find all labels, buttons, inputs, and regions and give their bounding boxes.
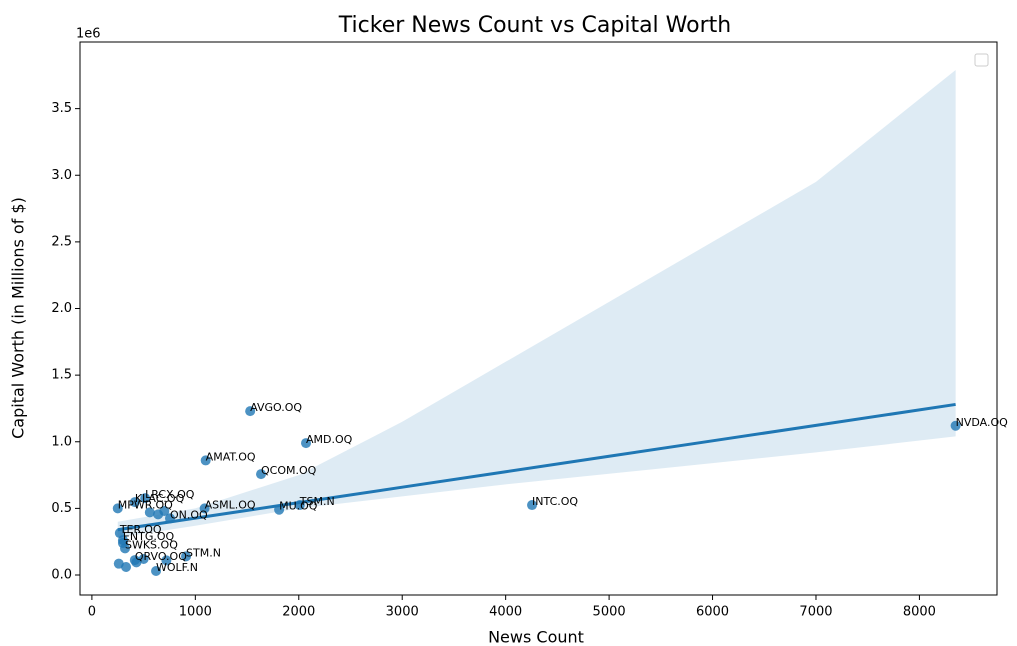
plot-area: NVDA.OQ INTC.OQ AVGO.OQ AMD.OQ AMAT.OQ QCOM.O… [112,69,1009,577]
point-label: ON.OQ [170,508,208,521]
x-axis-label: News Count [488,628,584,646]
y-tick-label: 1.0 [51,434,72,449]
y-tick-label: 3.0 [51,168,72,183]
x-tick-label: 6000 [696,605,729,620]
y-tick-label: 0.5 [51,501,72,516]
point-label: QCOM.OQ [261,464,317,477]
point [121,562,132,573]
point-label: LRCX.OQ [145,488,195,501]
x-tick-label: 1000 [179,605,212,620]
y-tick-label: 0.0 [51,568,72,583]
point-label: TSM.N [299,495,335,508]
point [950,420,961,431]
point-label: TER.OQ [119,523,162,536]
legend [974,53,989,67]
point-label: STM.N [186,546,221,559]
y-tick-label: 3.5 [51,101,72,116]
point-label: KLAC.OQ [135,492,185,505]
point [301,438,312,449]
confidence-band [117,69,956,538]
point [527,500,538,511]
point-label: AMAT.OQ [206,450,256,463]
point-label: INTC.OQ [532,495,578,508]
point-label: ENTG.OQ [123,530,175,543]
x-tick-label: 2000 [282,605,315,620]
axes-frame [79,41,998,596]
point [129,497,140,508]
point [112,503,123,514]
point [144,507,155,518]
point [161,555,172,566]
point-label: ASML.OQ [205,498,256,511]
point-label: MU.OQ [279,500,318,513]
chart-title: Ticker News Count vs Capital Worth [338,13,731,38]
point-label: MPWR.OQ [118,498,173,511]
point [151,566,162,577]
trend-line [117,402,956,532]
x-tick-label: 8000 [903,605,936,620]
x-tick-label: 4000 [489,605,522,620]
y-tick-label: 2.5 [51,234,72,249]
y-axis-label: Capital Worth (in Millions of $) [9,197,28,439]
y-offset-text: 1e6 [76,27,101,42]
y-tick-label: 1.5 [51,368,72,383]
point-label: AVGO.OQ [250,401,302,414]
point [138,554,149,565]
y-tick-label: 2.0 [51,301,72,316]
point-label: SWKS.OQ [125,538,178,551]
point [199,503,210,514]
point [181,551,192,562]
point [245,406,256,417]
point-label: QRVO.OQ [135,550,187,563]
point [140,493,151,504]
point [256,469,267,480]
x-tick-label: 5000 [593,605,626,620]
x-tick-label: 7000 [799,605,832,620]
point [117,538,128,549]
point [153,509,164,520]
x-tick-label: 0 [88,605,96,620]
point-label: WOLF.N [156,561,198,574]
x-tick-label: 3000 [386,605,419,620]
point [200,455,211,466]
point-label: NVDA.OQ [956,416,1009,429]
point-label: AMD.OQ [306,433,353,446]
